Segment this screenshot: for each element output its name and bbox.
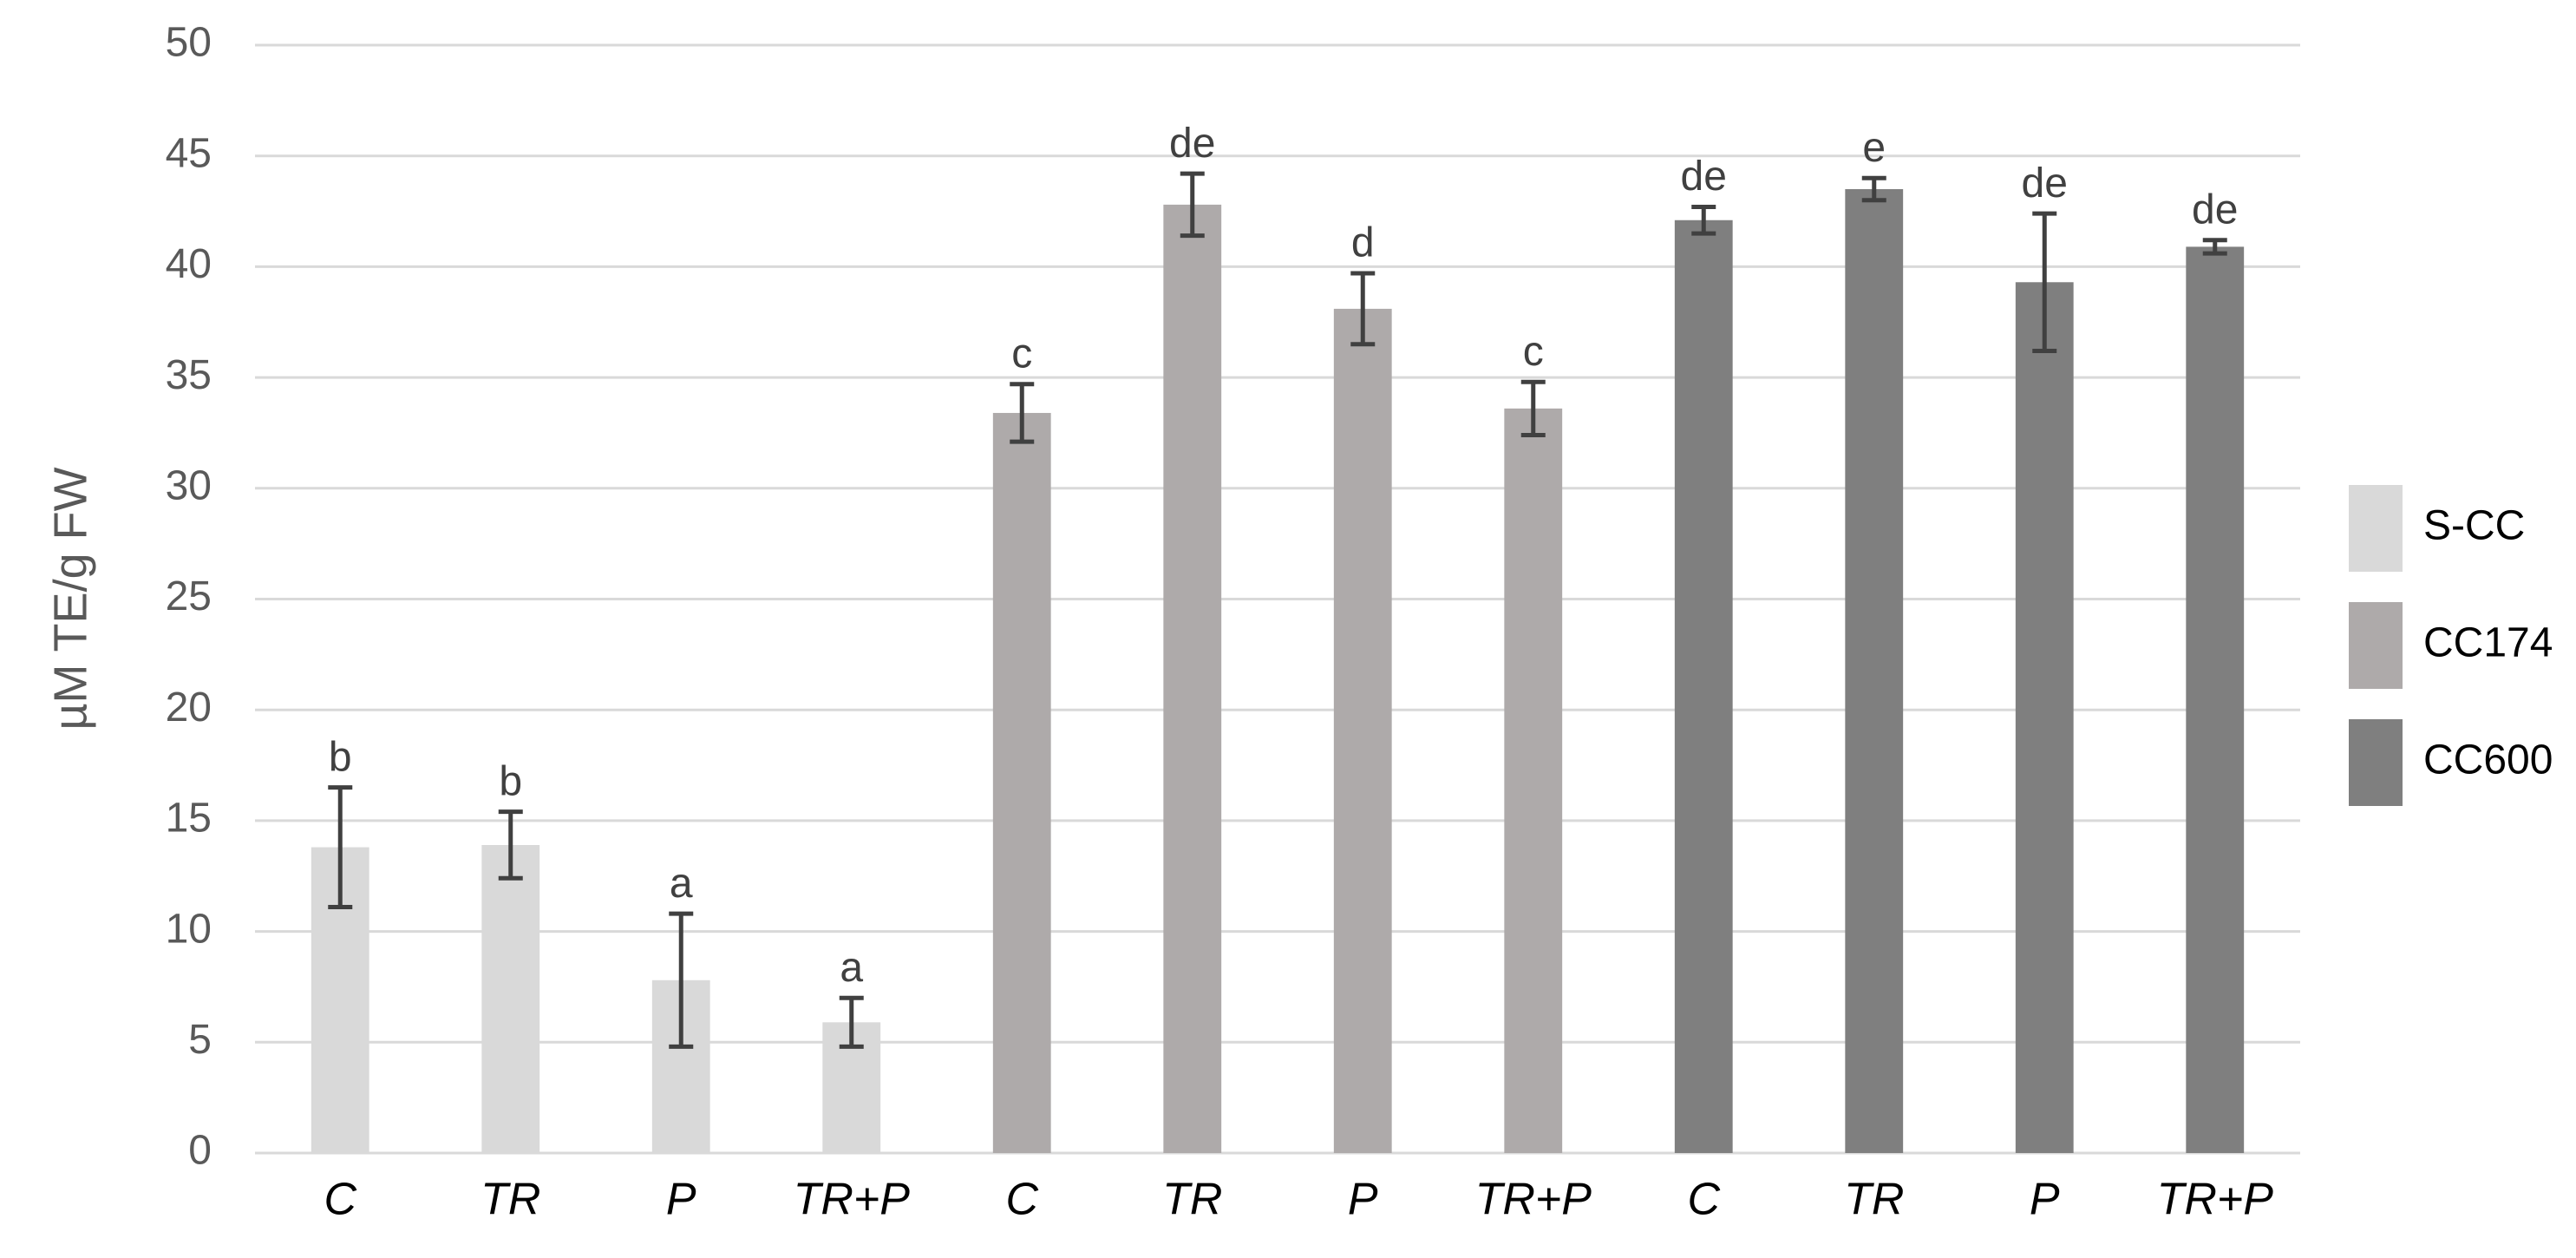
error-bar bbox=[1520, 379, 1546, 438]
legend-label: CC174 bbox=[2423, 620, 2553, 666]
legend-swatch bbox=[2349, 602, 2403, 689]
x-tick-label: C bbox=[1005, 1175, 1038, 1225]
bar bbox=[1674, 219, 1733, 1154]
y-tick-label: 5 bbox=[188, 1017, 212, 1063]
error-bar bbox=[1350, 271, 1376, 347]
y-tick-label: 40 bbox=[166, 241, 212, 287]
x-tick-label: TR+P bbox=[1475, 1175, 1592, 1225]
significance-label: a bbox=[840, 945, 863, 991]
x-tick-label: C bbox=[324, 1175, 356, 1225]
significance-label: e bbox=[1862, 125, 1886, 171]
significance-label: de bbox=[1169, 121, 1215, 167]
error-bar bbox=[1691, 204, 1716, 236]
error-bar bbox=[839, 995, 864, 1049]
y-tick-label: 30 bbox=[166, 462, 212, 508]
bar bbox=[1163, 204, 1222, 1154]
x-tick-label: P bbox=[2030, 1175, 2060, 1225]
legend-swatch bbox=[2349, 719, 2403, 806]
significance-label: de bbox=[1681, 154, 1727, 200]
y-axis-label: µM TE/g FW bbox=[44, 467, 96, 730]
error-bar bbox=[2202, 238, 2227, 256]
bar bbox=[2186, 246, 2245, 1153]
x-tick-label: P bbox=[666, 1175, 696, 1225]
significance-label: de bbox=[2192, 187, 2238, 233]
y-tick-label: 10 bbox=[166, 906, 212, 952]
legend-label: CC600 bbox=[2423, 737, 2553, 783]
x-tick-label: TR bbox=[481, 1175, 540, 1225]
error-bar bbox=[1010, 382, 1035, 444]
x-tick-label: TR bbox=[1844, 1175, 1904, 1225]
y-tick-label: 45 bbox=[166, 130, 212, 176]
x-tick-label: TR bbox=[1162, 1175, 1222, 1225]
y-tick-label: 35 bbox=[166, 352, 212, 398]
y-tick-label: 50 bbox=[166, 20, 212, 66]
legend-label: S-CC bbox=[2423, 503, 2525, 549]
significance-label: b bbox=[329, 734, 352, 780]
error-bar bbox=[2032, 211, 2057, 353]
error-bar bbox=[1861, 175, 1886, 203]
x-tick-label: P bbox=[1348, 1175, 1378, 1225]
bar bbox=[992, 412, 1051, 1153]
error-bar bbox=[1180, 171, 1205, 239]
bar bbox=[481, 844, 540, 1153]
bar bbox=[1333, 308, 1392, 1153]
significance-label: d bbox=[1351, 220, 1375, 266]
significance-label: c bbox=[1523, 329, 1544, 375]
bar bbox=[1845, 189, 1904, 1153]
y-tick-label: 25 bbox=[166, 573, 212, 619]
legend-swatch bbox=[2349, 485, 2403, 572]
x-tick-label: TR+P bbox=[2157, 1175, 2274, 1225]
bar bbox=[2015, 282, 2074, 1153]
error-bar bbox=[328, 785, 353, 910]
bar bbox=[1504, 408, 1563, 1154]
significance-label: a bbox=[670, 861, 693, 907]
y-tick-label: 20 bbox=[166, 685, 212, 731]
x-tick-label: C bbox=[1687, 1175, 1720, 1225]
y-tick-label: 15 bbox=[166, 796, 212, 842]
x-tick-label: TR+P bbox=[794, 1175, 911, 1225]
y-tick-label: 0 bbox=[188, 1128, 212, 1174]
significance-label: c bbox=[1011, 331, 1032, 377]
significance-label: b bbox=[499, 758, 522, 804]
error-bar bbox=[669, 911, 694, 1049]
significance-label: de bbox=[2022, 161, 2068, 206]
error-bar bbox=[498, 809, 523, 881]
